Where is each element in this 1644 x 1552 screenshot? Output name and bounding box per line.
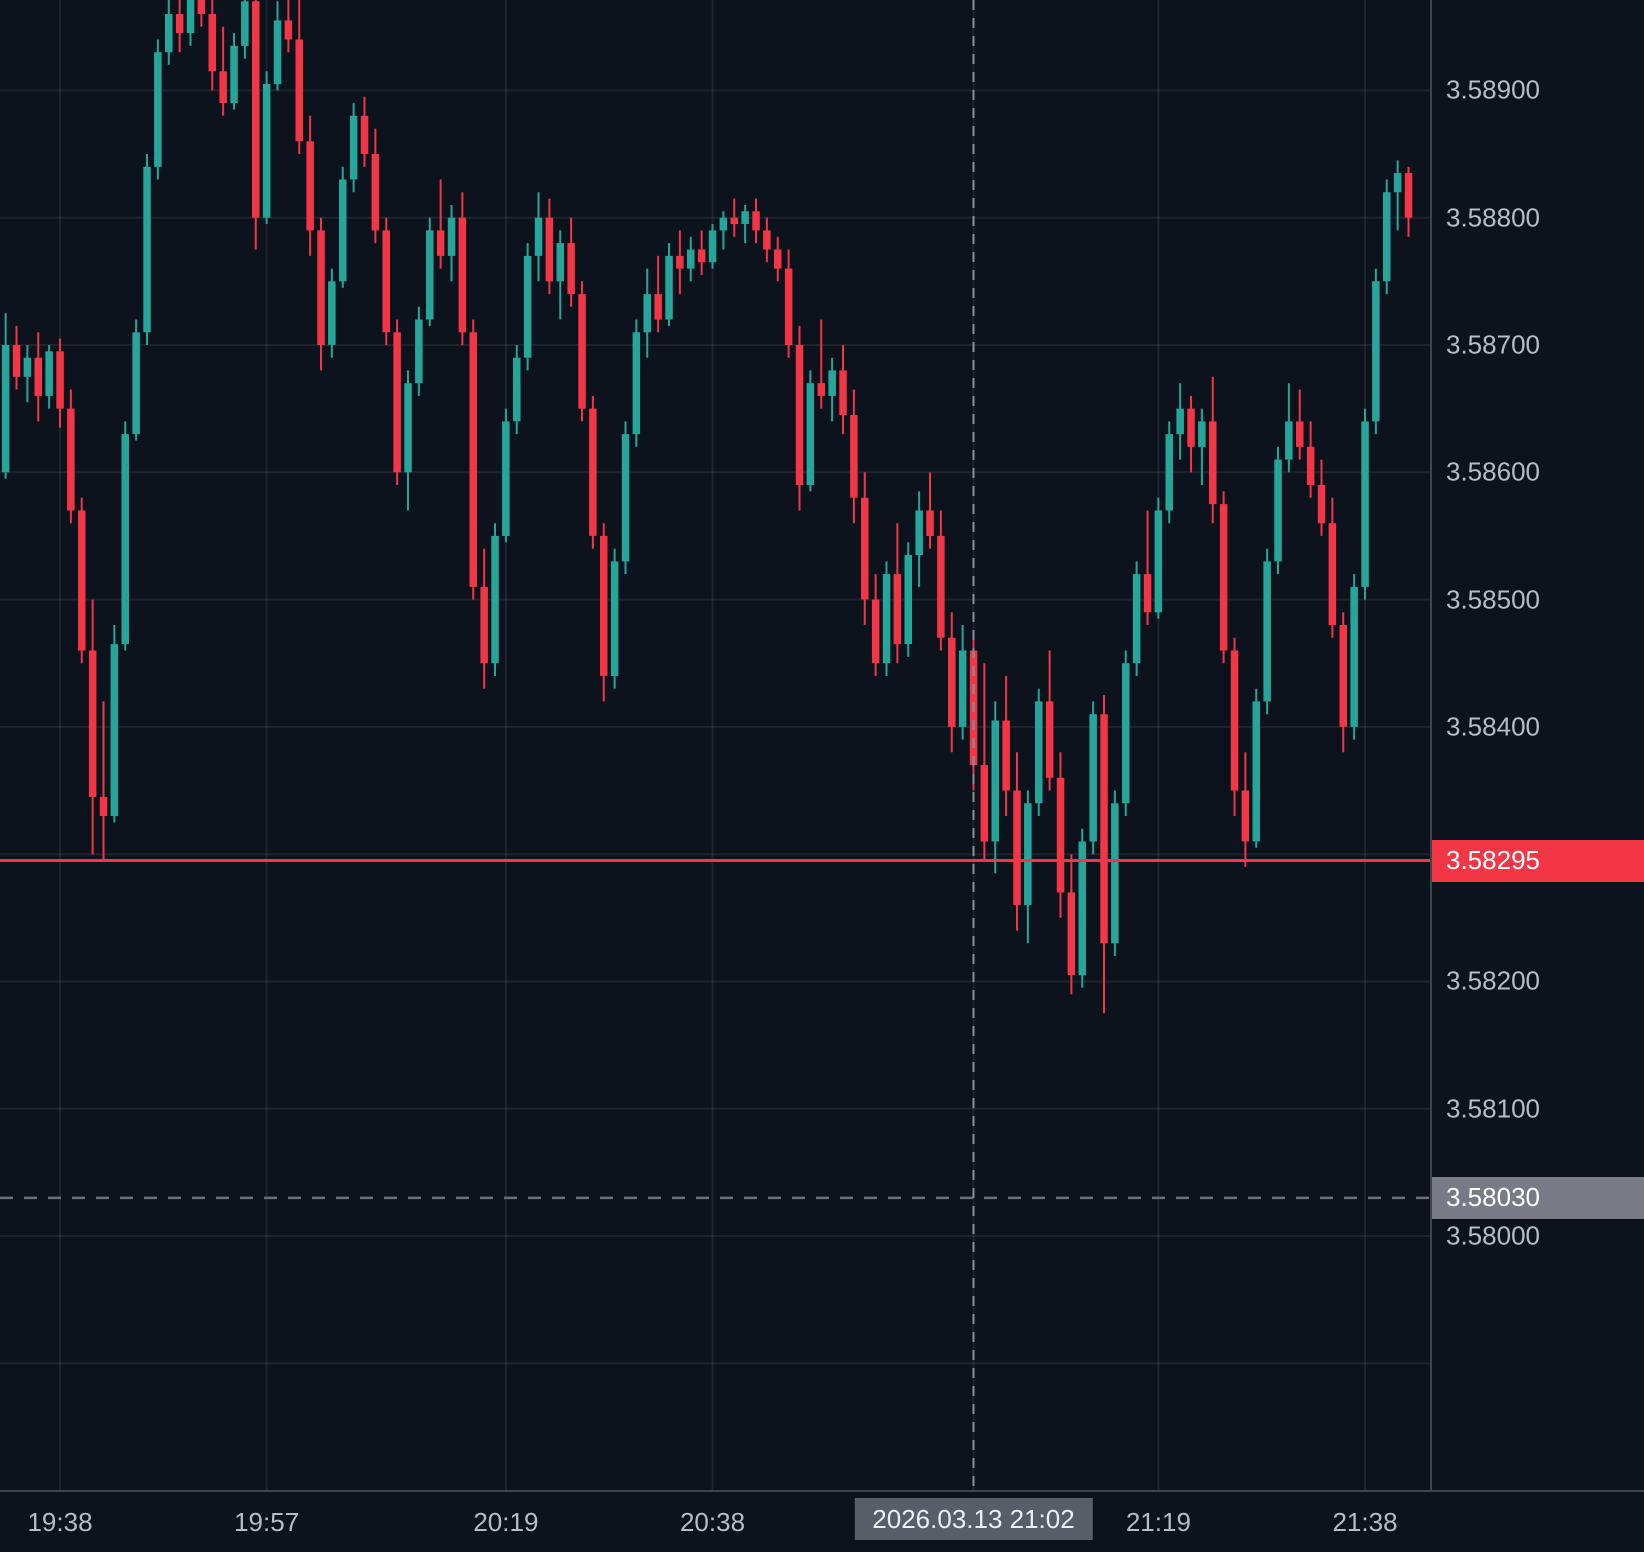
current-price-tag: 3.58295 [1432,839,1644,882]
price-axis-label: 3.58400 [1446,711,1540,742]
time-axis-label: 21:38 [1332,1507,1398,1537]
price-axis-label: 3.58100 [1446,1093,1540,1124]
chart-canvas[interactable] [0,0,1430,1490]
reference-price-value: 3.58030 [1446,1182,1540,1213]
price-axis-label: 3.58200 [1446,965,1540,996]
price-axis-label: 3.58800 [1446,202,1540,233]
price-axis-label: 3.58000 [1446,1220,1540,1251]
chart-plot-area[interactable] [0,0,1430,1490]
price-axis-label: 3.58600 [1446,456,1540,487]
reference-price-tag: 3.58030 [1432,1176,1644,1219]
crosshair-time-tag: 2026.03.13 21:02 [854,1498,1093,1540]
time-axis-label: 20:38 [679,1507,746,1537]
time-axis[interactable]: 2026.03.13 21:02 19:38 19:57 20:19 20:38 21:… [0,1490,1644,1552]
price-axis-label: 3.58500 [1446,584,1540,615]
time-axis-label: 19:57 [234,1507,300,1537]
time-axis-label: 19:38 [27,1507,93,1537]
price-axis[interactable]: 3.58295 3.58030 3.58900 3.58800 3.58700 3.5… [1430,0,1644,1490]
price-axis-label: 3.58900 [1446,74,1540,105]
price-axis-label: 3.58700 [1446,329,1540,360]
time-axis-label: 21:19 [1125,1507,1191,1537]
current-price-value: 3.58295 [1446,845,1540,876]
time-axis-label: 20:19 [473,1507,539,1537]
